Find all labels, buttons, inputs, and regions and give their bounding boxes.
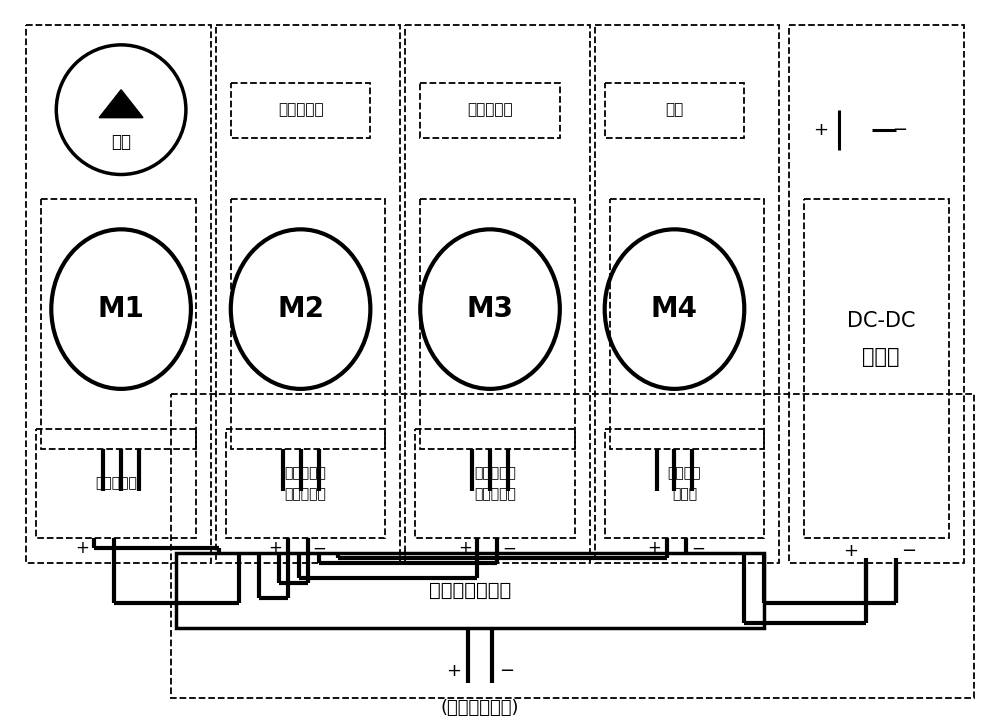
Bar [595,25,779,564]
Bar [405,25,590,564]
Text: 整车高压配电柜: 整车高压配电柜 [429,581,511,600]
Bar [41,199,196,449]
Bar [420,83,560,137]
Text: −: − [313,539,326,557]
Text: +: + [814,121,829,139]
Text: +: + [446,662,461,680]
Text: −: − [502,539,516,557]
Bar [610,199,764,449]
Text: +: + [75,539,89,557]
Text: 水泵: 水泵 [665,102,684,117]
Bar [36,429,196,539]
Text: +: + [648,539,661,557]
Text: 油泵: 油泵 [111,132,131,150]
Bar [226,429,385,539]
Text: −: − [499,662,515,680]
Text: 转向控制器: 转向控制器 [95,477,137,490]
Text: M3: M3 [467,295,514,323]
Bar [415,429,575,539]
Text: 电动空调压
缩机控制器: 电动空调压 缩机控制器 [285,467,326,501]
Text: +: + [458,539,472,557]
Text: +: + [843,542,858,560]
Bar [605,429,764,539]
Text: −: − [119,539,133,557]
Bar [804,199,949,539]
Text: DC-DC
转换器: DC-DC 转换器 [847,311,915,367]
Bar [420,199,575,449]
Text: −: − [892,121,907,139]
Bar [789,25,964,564]
Text: 电动空气压
缩机控制器: 电动空气压 缩机控制器 [474,467,516,501]
Text: −: − [901,542,916,560]
Bar [231,199,385,449]
Text: +: + [269,539,283,557]
Text: −: − [691,539,705,557]
Bar [171,394,974,698]
Text: 空气压缩机: 空气压缩机 [467,102,513,117]
Bar [231,83,370,137]
Text: M4: M4 [651,295,698,323]
Bar [176,554,764,628]
Bar [216,25,400,564]
Bar [26,25,211,564]
Text: M1: M1 [98,295,145,323]
Text: 冷却水泵
控制器: 冷却水泵 控制器 [668,467,701,501]
Bar [605,83,744,137]
Polygon shape [99,90,143,118]
Text: (整车高压电源): (整车高压电源) [441,699,519,717]
Text: M2: M2 [277,295,324,323]
Text: 空调压缩机: 空调压缩机 [278,102,323,117]
